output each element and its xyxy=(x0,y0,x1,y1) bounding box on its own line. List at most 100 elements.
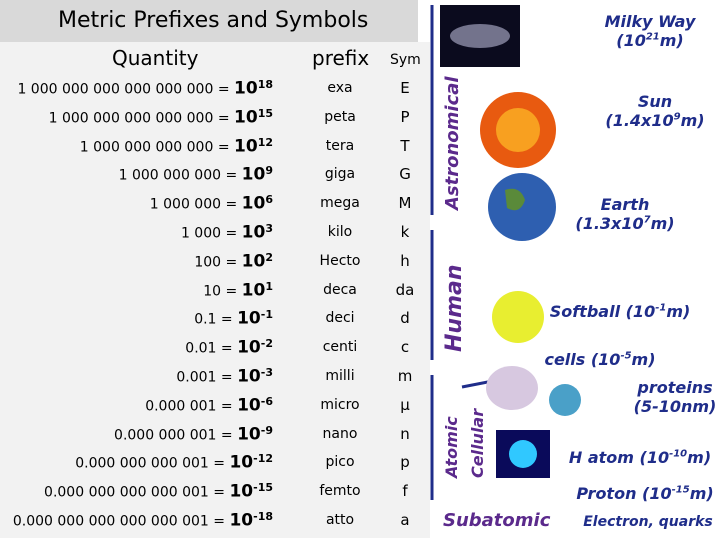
cell-image xyxy=(486,366,538,410)
object-label: Electron, quarks xyxy=(578,514,718,530)
symbol: E xyxy=(400,79,410,97)
symbol: G xyxy=(399,165,411,184)
power-exponent: -6 xyxy=(260,394,273,408)
quantity: 10 = 101 xyxy=(0,280,273,301)
quantity-text: 0.001 = xyxy=(176,369,233,386)
power-exponent: 3 xyxy=(265,222,273,235)
object-unit: m) xyxy=(680,111,705,130)
quantity: 0.000 000 001 = 10-9 xyxy=(0,424,273,445)
object-unit: m) xyxy=(659,31,684,50)
quantity: 0.01 = 10-2 xyxy=(0,337,273,358)
object-exponent: -5 xyxy=(620,350,632,362)
quantity: 1 000 000 000 000 000 000 = 1018 xyxy=(0,78,273,99)
power-exponent: -9 xyxy=(260,423,273,437)
symbol: m xyxy=(397,367,413,385)
object-unit: m) xyxy=(666,302,691,321)
power-base: 10 xyxy=(241,251,266,272)
power-base: 10 xyxy=(237,366,261,387)
object-exponent: 7 xyxy=(643,214,651,226)
symbol: f xyxy=(402,482,408,501)
prefix: giga xyxy=(324,166,356,183)
prefix: atto xyxy=(325,512,355,528)
power-base: 10 xyxy=(229,510,254,531)
prefix: kilo xyxy=(327,224,353,240)
quantity-text: 1 000 000 = xyxy=(149,196,238,213)
object-name: Proton (10 xyxy=(576,484,672,503)
quantity-text: 1 000 000 000 000 000 = xyxy=(48,110,230,127)
quantity: 1 000 = 103 xyxy=(0,222,273,243)
prefix: Hecto xyxy=(319,252,361,269)
object-unit: m) xyxy=(631,350,656,369)
title-bar xyxy=(0,0,418,42)
object-size: (1.3x10 xyxy=(575,214,644,233)
quantity: 0.000 000 000 001 = 10-12 xyxy=(0,452,273,473)
quantity: 0.000 001 = 10-6 xyxy=(0,395,273,416)
symbol: p xyxy=(400,453,410,472)
symbol: µ xyxy=(400,395,410,414)
power-base: 10 xyxy=(241,280,266,301)
object-size: (5-10nm) xyxy=(633,397,717,416)
object-label: Sun (1.4x109m) xyxy=(595,92,715,130)
object-size: (1.4x10 xyxy=(605,111,674,130)
galaxy-core xyxy=(450,24,510,48)
power-exponent: -2 xyxy=(260,337,273,351)
symbol: da xyxy=(395,280,415,299)
sun-core xyxy=(496,108,540,152)
object-name: Softball (10 xyxy=(549,302,656,321)
power-base: 10 xyxy=(241,193,266,214)
power-base: 10 xyxy=(237,309,261,330)
object-name: H atom (10 xyxy=(568,448,670,467)
object-label: proteins (5-10nm) xyxy=(620,378,720,416)
object-exponent: 21 xyxy=(645,31,660,43)
symbol: h xyxy=(400,251,410,270)
power-base: 10 xyxy=(237,424,261,445)
object-name: Sun xyxy=(637,92,673,111)
power-base: 10 xyxy=(234,136,258,157)
quantity: 0.000 000 000 000 001 = 10-15 xyxy=(0,481,273,502)
object-label: Proton (10-15m) xyxy=(570,484,720,503)
quantity-text: 1 000 000 000 = xyxy=(118,168,238,185)
power-exponent: 2 xyxy=(265,250,273,264)
object-label: H atom (10-10m) xyxy=(565,448,715,467)
quantity-text: 0.000 000 000 000 000 001 = xyxy=(12,513,225,530)
power-exponent: -12 xyxy=(253,452,273,466)
object-name: cells (10 xyxy=(544,350,621,369)
object-exponent: 9 xyxy=(673,111,681,123)
power-base: 10 xyxy=(237,337,261,358)
prefix: peta xyxy=(324,108,356,125)
quantity-text: 0.000 001 = xyxy=(145,398,233,415)
quantity-text: 1 000 000 000 000 = xyxy=(79,139,230,156)
atom-cloud xyxy=(509,440,537,468)
power-base: 10 xyxy=(237,395,261,416)
quantity: 1 000 000 000 000 000 = 1015 xyxy=(0,107,273,128)
power-exponent: -18 xyxy=(253,510,273,523)
header-prefix: prefix xyxy=(312,46,370,70)
object-unit: m) xyxy=(650,214,675,233)
quantity: 0.000 000 000 000 000 001 = 10-18 xyxy=(0,510,273,531)
quantity-text: 10 = xyxy=(203,283,238,300)
quantity: 1 000 000 000 000 = 1012 xyxy=(0,136,273,157)
header-quantity: Quantity xyxy=(112,46,199,70)
power-exponent: 15 xyxy=(257,106,273,120)
scale-label: Human xyxy=(442,264,467,352)
quantity: 1 000 000 = 106 xyxy=(0,193,273,214)
quantity-text: 0.1 = xyxy=(194,312,233,329)
quantity: 0.001 = 10-3 xyxy=(0,366,273,387)
power-base: 10 xyxy=(234,107,258,128)
object-exponent: -15 xyxy=(671,484,690,496)
power-exponent: 9 xyxy=(265,164,273,178)
symbol: d xyxy=(400,309,410,328)
object-name: Milky Way xyxy=(604,12,696,31)
object-label: Milky Way (1021m) xyxy=(590,12,710,50)
object-label: Softball (10-1m) xyxy=(540,302,700,321)
symbol: c xyxy=(400,338,410,357)
symbol: n xyxy=(400,424,410,443)
power-exponent: -15 xyxy=(253,481,273,495)
power-base: 10 xyxy=(241,222,266,243)
scale-label: Atomic xyxy=(442,416,461,478)
header-symbol: Sym xyxy=(390,52,421,68)
power-exponent: 6 xyxy=(265,193,273,207)
quantity-text: 0.000 000 001 = xyxy=(114,427,233,444)
